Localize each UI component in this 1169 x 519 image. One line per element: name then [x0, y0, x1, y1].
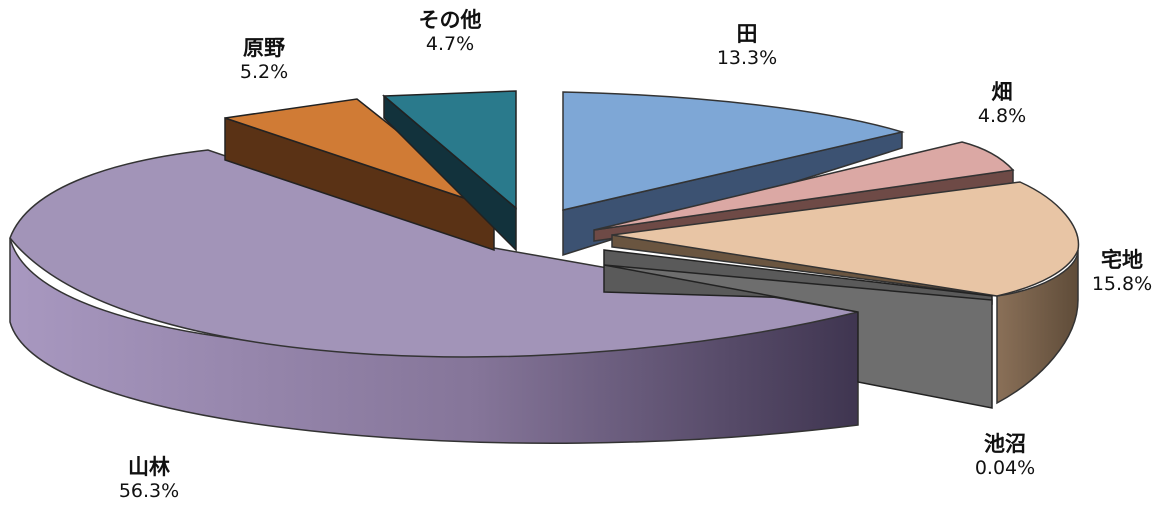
label-takuchi-name: 宅地: [1101, 248, 1143, 272]
slice-hatake-top: [593, 141, 1015, 231]
label-sanrin: 山林 56.3%: [104, 455, 194, 502]
label-hatake-name: 畑: [991, 80, 1013, 104]
label-genya-name: 原野: [243, 36, 285, 60]
slice-sonota-top: [382, 90, 517, 210]
label-takuchi-value: 15.8%: [1091, 272, 1153, 295]
label-chisho: 池沼 0.04%: [960, 432, 1050, 479]
label-hatake-value: 4.8%: [977, 104, 1027, 127]
label-chisho-name: 池沼: [984, 432, 1026, 456]
label-takuchi: 宅地 15.8%: [1080, 248, 1164, 295]
slice-takuchi-side: [996, 249, 1079, 405]
label-sanrin-name: 山林: [128, 455, 170, 479]
label-sonota-name: その他: [418, 8, 482, 32]
slice-ta-top: [562, 91, 905, 211]
label-sonota: その他 4.7%: [402, 8, 498, 55]
slice-sanrin-side: [9, 237, 859, 444]
label-ta: 田 13.3%: [700, 22, 794, 69]
label-hatake: 畑 4.8%: [962, 80, 1042, 127]
label-genya: 原野 5.2%: [222, 36, 306, 83]
label-ta-value: 13.3%: [716, 46, 778, 69]
label-sonota-value: 4.7%: [425, 32, 475, 55]
label-genya-value: 5.2%: [239, 60, 289, 83]
slice-chisho-block: [603, 264, 993, 409]
slice-takuchi-top: [611, 181, 1080, 297]
label-chisho-value: 0.04%: [974, 456, 1036, 479]
label-sanrin-value: 56.3%: [118, 479, 180, 502]
label-ta-name: 田: [736, 22, 758, 46]
slice-sanrin-top: [9, 149, 859, 358]
